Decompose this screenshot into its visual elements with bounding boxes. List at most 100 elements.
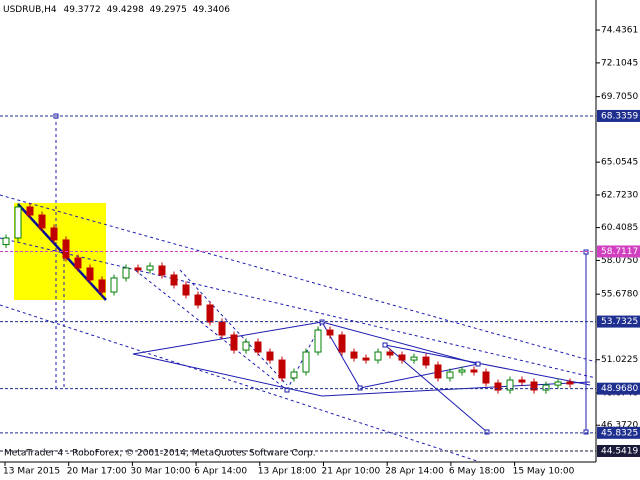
candle-body (26, 206, 34, 216)
candle-body (338, 334, 346, 353)
candle-body (566, 381, 574, 385)
candle-body (134, 267, 142, 271)
x-tick-label: 6 Apr 14:00 (194, 467, 247, 477)
candle-body (422, 356, 430, 366)
point (284, 387, 290, 393)
candle-body (218, 321, 226, 336)
candle-body (554, 381, 562, 386)
quote: 49.3772 (63, 5, 100, 15)
candle-body (50, 227, 58, 241)
pattern-line (132, 321, 323, 355)
y-tick-label: 74.4361 (601, 26, 638, 36)
candle-body (482, 371, 490, 384)
candle-body (254, 341, 262, 353)
candle-body (266, 351, 274, 361)
trend-line (0, 237, 597, 379)
candle-body (542, 384, 550, 391)
level-label: 44.5419 (601, 446, 638, 456)
candle-body (158, 265, 166, 276)
quote: 49.2975 (150, 5, 187, 15)
y-tick-label: 60.4085 (601, 223, 638, 233)
level-label-bg (597, 315, 640, 328)
candle-body (14, 206, 22, 239)
y-tick-label: 69.7050 (601, 92, 638, 102)
candle-body (86, 267, 94, 281)
trend-line (134, 269, 288, 391)
x-tick-label: 15 May 10:00 (513, 467, 575, 477)
point (583, 249, 589, 255)
x-tick-label: 13 Mar 2015 (3, 467, 60, 477)
level-label: 48.9680 (601, 384, 638, 394)
candle-body (38, 214, 46, 229)
candle-body (494, 382, 502, 391)
candle-body (230, 334, 238, 351)
candle-body (326, 329, 334, 336)
y-tick-label: 51.0225 (601, 355, 638, 365)
y-tick-label: 72.1045 (601, 58, 638, 68)
candle-body (530, 381, 538, 391)
x-tick-label: 13 Apr 18:00 (258, 467, 317, 477)
y-tick-label: 55.6780 (601, 290, 638, 300)
symbol: USDRUB,H4 49.3772 49.4298 49.2975 49.340… (3, 5, 230, 15)
candle-body (206, 304, 214, 323)
level-label-bg (597, 444, 640, 457)
trend-line (0, 194, 597, 363)
trend-line (179, 269, 288, 386)
candle-body (194, 294, 202, 306)
candle-body (446, 371, 454, 379)
point (382, 342, 388, 348)
candle-body (434, 364, 442, 379)
x-tick-label: 6 May 18:00 (449, 467, 505, 477)
level-label-bg (597, 245, 640, 258)
x-tick-label: 20 Mar 17:00 (67, 467, 127, 477)
level-label: 68.3359 (601, 111, 638, 121)
candle-body (122, 267, 130, 279)
candle-body (398, 354, 406, 361)
quote: 49.3406 (193, 5, 230, 15)
level-label-bg (597, 382, 640, 395)
x-tick-label: 30 Mar 10:00 (130, 467, 190, 477)
pattern-line (321, 321, 479, 365)
candle-body (62, 239, 70, 259)
y-tick-label: 46.3720 (601, 421, 638, 431)
candle-body (146, 265, 154, 271)
candle-body (374, 351, 382, 361)
candle-body (470, 369, 478, 373)
level-label: 53.7325 (601, 317, 638, 327)
candle-body (110, 277, 118, 293)
candle-body (362, 357, 370, 361)
y-tick-label: 62.7230 (601, 190, 638, 200)
y-tick-label: 58.0750 (601, 256, 638, 266)
candle-body (302, 351, 310, 373)
pattern-line (384, 344, 591, 386)
y-tick-label: 65.0545 (601, 158, 638, 168)
candle-body (350, 351, 358, 359)
pattern-line (359, 363, 479, 389)
point (475, 361, 481, 367)
candle-body (410, 356, 418, 361)
x-tick-label: 21 Apr 10:00 (322, 467, 381, 477)
candle-body (242, 341, 250, 351)
level-label-bg (597, 109, 640, 122)
drop-line (17, 203, 107, 301)
point (583, 429, 589, 435)
quote: 49.4298 (107, 5, 144, 15)
point (484, 429, 490, 435)
candle-body (386, 351, 394, 356)
footer: MetaTrader 4 - RoboForex, © 2001-2014, M… (4, 449, 316, 459)
candle-body (98, 279, 106, 293)
candle-body (2, 237, 10, 246)
candle-body (458, 369, 466, 373)
candle-body (506, 379, 514, 391)
level-label: 45.8325 (601, 428, 638, 438)
candle-body (314, 329, 322, 353)
x-tick-label: 28 Apr 14:00 (385, 467, 444, 477)
candle-body (74, 257, 82, 269)
candle-body (518, 379, 526, 383)
candle-body (170, 274, 178, 286)
symbol-name: USDRUB,H4 (3, 5, 57, 15)
level-label: 58.7117 (601, 247, 638, 257)
level-label-bg (597, 426, 640, 439)
